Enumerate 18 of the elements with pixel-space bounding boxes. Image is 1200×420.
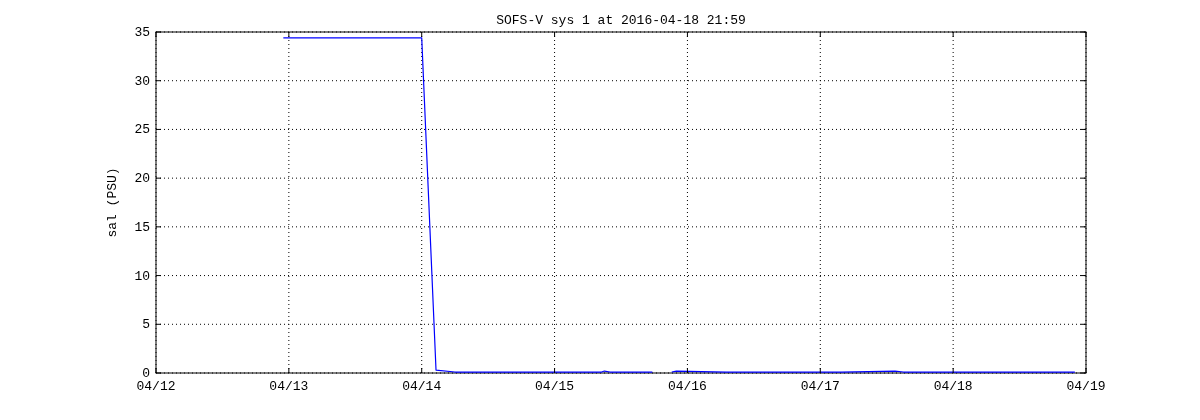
y-tick-label: 30 xyxy=(134,73,150,89)
chart-title: SOFS-V sys 1 at 2016-04-18 21:59 xyxy=(496,13,746,28)
y-axis-title: sal (PSU) xyxy=(105,167,120,238)
x-tick-label: 04/19 xyxy=(1066,379,1106,394)
x-tick-label: 04/17 xyxy=(800,379,840,394)
x-tick-label: 04/14 xyxy=(402,379,442,394)
x-tick-label: 04/15 xyxy=(535,379,575,394)
y-tick-label: 35 xyxy=(134,25,150,40)
x-tick-label: 04/12 xyxy=(136,379,176,394)
y-tick-label: 25 xyxy=(134,122,150,138)
y-tick-label: 15 xyxy=(134,219,150,235)
y-tick-label: 0 xyxy=(142,366,150,381)
x-tick-label: 04/16 xyxy=(667,379,707,394)
y-tick-label: 10 xyxy=(134,268,150,284)
x-tick-label: 04/13 xyxy=(269,379,309,394)
y-tick-label: 5 xyxy=(142,317,150,333)
x-tick-label: 04/18 xyxy=(933,379,973,394)
y-tick-label: 20 xyxy=(134,171,150,187)
